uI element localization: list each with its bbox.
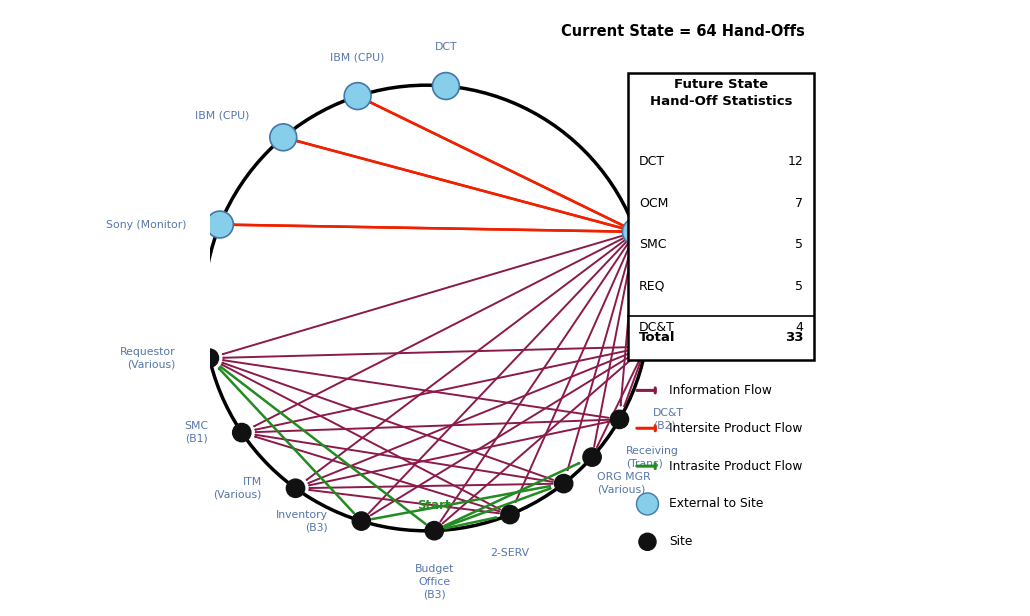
Circle shape	[270, 124, 297, 151]
Text: Start: Start	[417, 500, 451, 513]
Circle shape	[206, 211, 234, 238]
Circle shape	[637, 493, 658, 515]
Circle shape	[637, 338, 655, 356]
Text: 12: 12	[787, 155, 803, 168]
Text: Future State
Hand-Off Statistics: Future State Hand-Off Statistics	[650, 78, 792, 108]
Text: SMC
(B1): SMC (B1)	[184, 421, 208, 444]
FancyBboxPatch shape	[628, 73, 814, 360]
Text: REQ: REQ	[639, 280, 665, 293]
Text: Sony (Monitor): Sony (Monitor)	[106, 219, 186, 230]
Text: 5: 5	[795, 280, 803, 293]
Text: External to Site: External to Site	[670, 498, 764, 511]
Circle shape	[352, 512, 371, 530]
Text: ORG MGR
(Various): ORG MGR (Various)	[597, 472, 651, 495]
Text: Intrasite Product Flow: Intrasite Product Flow	[670, 460, 802, 472]
Text: DCT
(B1): DCT (B1)	[670, 221, 692, 243]
Text: 2-SERV: 2-SERV	[490, 548, 529, 558]
Circle shape	[233, 423, 251, 442]
Text: ITM
(Various): ITM (Various)	[213, 477, 262, 500]
Circle shape	[425, 522, 444, 540]
Circle shape	[622, 218, 649, 245]
Text: Requestor
(Various): Requestor (Various)	[121, 347, 176, 370]
Text: IBM (CPU): IBM (CPU)	[196, 110, 249, 121]
Text: SMC: SMC	[639, 238, 666, 251]
Text: Budget
Office
(B3): Budget Office (B3)	[414, 564, 454, 599]
Text: IBM (CPU): IBM (CPU)	[331, 52, 385, 62]
Text: OCM
(B2): OCM (B2)	[680, 336, 706, 358]
Circle shape	[433, 73, 459, 99]
Text: DCT: DCT	[639, 155, 665, 168]
Circle shape	[344, 83, 371, 110]
Circle shape	[501, 506, 519, 524]
Text: DCT: DCT	[435, 43, 457, 52]
Circle shape	[583, 448, 602, 466]
Circle shape	[639, 533, 656, 550]
Text: Information Flow: Information Flow	[670, 384, 772, 397]
Text: OCM: OCM	[639, 197, 668, 209]
Text: Site: Site	[670, 535, 693, 548]
Text: Current State = 64 Hand-Offs: Current State = 64 Hand-Offs	[561, 24, 804, 39]
Text: 5: 5	[795, 238, 803, 251]
Text: Intersite Product Flow: Intersite Product Flow	[670, 422, 802, 435]
Text: Total: Total	[639, 331, 676, 344]
Circle shape	[286, 479, 305, 497]
Text: DC&T: DC&T	[639, 321, 675, 334]
Text: Receiving
(Trans): Receiving (Trans)	[625, 446, 679, 468]
Text: DC&T
(B2): DC&T (B2)	[653, 408, 684, 431]
Text: 33: 33	[785, 331, 803, 344]
Circle shape	[200, 349, 218, 367]
Text: 4: 4	[795, 321, 803, 334]
Circle shape	[611, 410, 628, 429]
Text: Inventory
(B3): Inventory (B3)	[276, 510, 328, 532]
Circle shape	[554, 474, 573, 493]
Text: 7: 7	[795, 197, 803, 209]
